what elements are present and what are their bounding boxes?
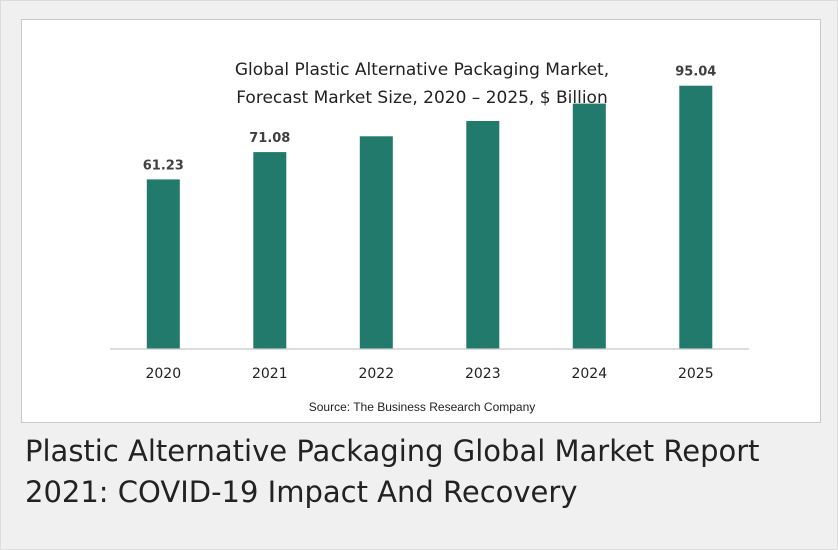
bar-chart: Global Plastic Alternative Packaging Mar… <box>110 60 749 414</box>
x-tick-2025: 2025 <box>678 366 714 382</box>
data-label-2025: 95.04 <box>675 65 716 80</box>
x-tick-2021: 2021 <box>252 366 288 382</box>
x-tick-labels: 2020 2021 2022 2023 2024 2025 <box>145 366 713 382</box>
chart-source: Source: The Business Research Company <box>309 400 536 414</box>
bar-2023 <box>466 121 500 349</box>
bars-group <box>146 85 713 349</box>
report-title-line-2: 2021: COVID-19 Impact And Recovery <box>25 475 578 509</box>
bar-2022 <box>359 136 393 349</box>
x-tick-2024: 2024 <box>571 366 607 382</box>
x-tick-2023: 2023 <box>465 366 501 382</box>
report-title-line-1: Plastic Alternative Packaging Global Mar… <box>25 434 760 468</box>
x-tick-2020: 2020 <box>145 366 181 382</box>
chart-title-line-2: Forecast Market Size, 2020 – 2025, $ Bil… <box>236 88 607 108</box>
data-label-2020: 61.23 <box>143 158 184 173</box>
bar-2020 <box>146 179 180 349</box>
x-tick-2022: 2022 <box>358 366 394 382</box>
data-label-2021: 71.08 <box>249 131 290 146</box>
report-title[interactable]: Plastic Alternative Packaging Global Mar… <box>25 431 815 513</box>
bar-2025 <box>679 85 713 349</box>
bar-2024 <box>572 103 606 349</box>
chart-title-line-1: Global Plastic Alternative Packaging Mar… <box>235 60 609 80</box>
data-labels: 61.23 71.08 95.04 <box>143 65 717 174</box>
chart-frame: Global Plastic Alternative Packaging Mar… <box>21 19 821 423</box>
bar-2021 <box>253 152 287 349</box>
